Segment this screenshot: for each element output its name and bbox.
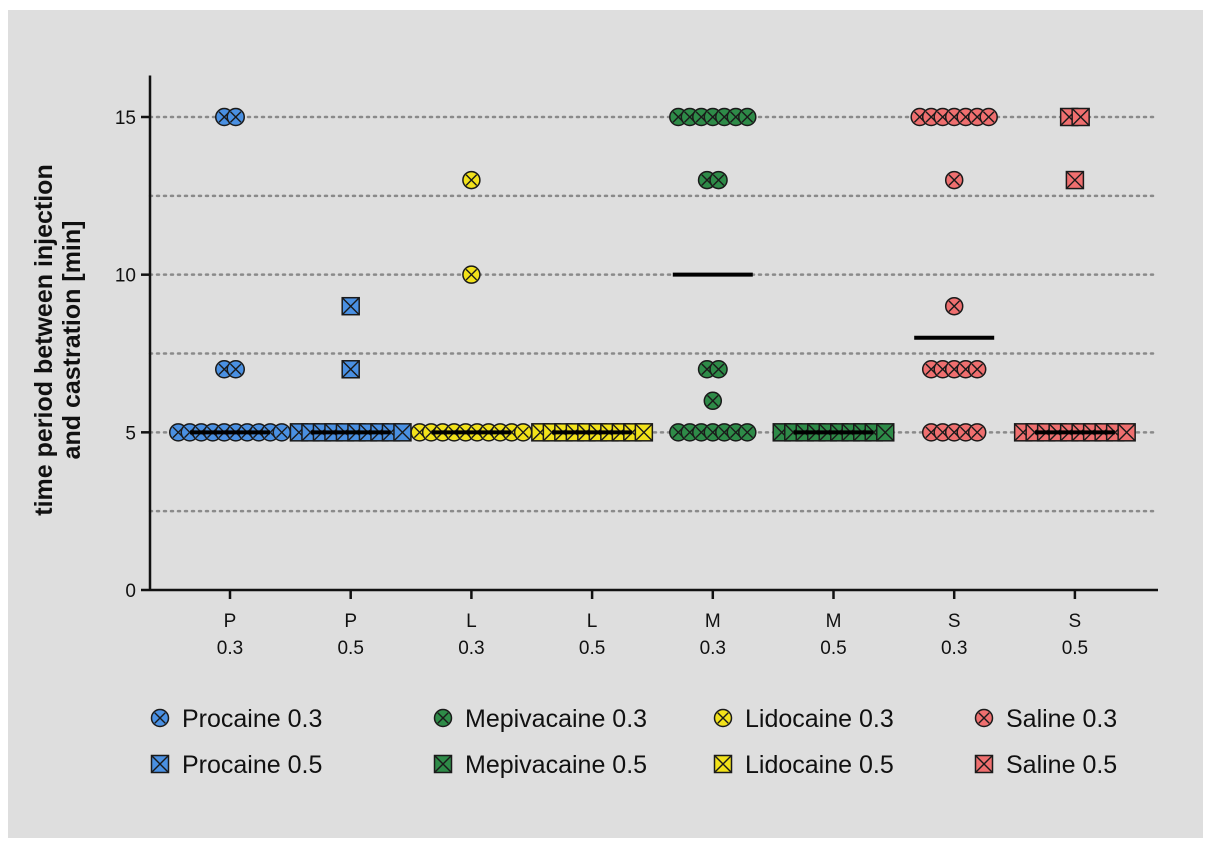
legend-item: Lidocaine 0.3: [713, 705, 894, 733]
x-tick-label-line2: 0.5: [337, 638, 363, 659]
y-tick-label: 0: [125, 581, 136, 602]
legend-item: Mepivacaine 0.3: [433, 705, 647, 733]
legend-marker: [713, 754, 733, 774]
y-axis-label-line1: time period between injection: [30, 164, 58, 515]
data-point: [944, 170, 964, 190]
data-point: [341, 296, 360, 316]
legend-marker: [433, 754, 453, 774]
legend-marker: [974, 754, 994, 774]
data-point: [272, 423, 291, 442]
data-point: [462, 265, 481, 284]
x-tick-label-line2: 0.3: [941, 638, 967, 659]
data-point: [226, 107, 245, 127]
x-tick-label-line1: M: [826, 611, 842, 632]
x-tick-label-line1: P: [224, 611, 237, 632]
data-point: [226, 360, 245, 379]
x-tick-label-line2: 0.5: [579, 638, 605, 659]
data-point: [634, 423, 654, 442]
legend-label: Lidocaine 0.5: [745, 751, 894, 779]
data-point: [944, 296, 964, 316]
y-tick-label: 5: [125, 423, 136, 444]
legend-label: Mepivacaine 0.3: [465, 705, 647, 733]
data-point: [341, 360, 360, 379]
legend-item: Saline 0.3: [974, 705, 1117, 733]
legend-label: Lidocaine 0.3: [745, 705, 894, 733]
legend-label: Procaine 0.3: [182, 705, 322, 733]
data-point: [709, 360, 728, 379]
axes: 0 5 10 15 P 0.3 P 0.5 L 0.3 L 0.5 M 0.3 M 0.5 S 0.3 S 0.5: [115, 75, 1158, 659]
x-tick-label-line2: 0.3: [217, 638, 243, 659]
x-tick-label-line1: S: [1069, 611, 1082, 632]
data-point: [513, 423, 533, 442]
data-point: [703, 391, 723, 411]
legend-marker: [433, 708, 453, 728]
x-tick-label-line1: P: [344, 611, 357, 632]
x-tick-label-line2: 0.5: [820, 638, 846, 659]
median-lines: [190, 272, 1115, 435]
legend-label: Procaine 0.5: [182, 751, 322, 779]
data-point: [738, 107, 757, 127]
y-axis-label-line2: and castration [min]: [58, 221, 86, 460]
x-tick-label-line2: 0.3: [458, 638, 484, 659]
data-point: [393, 423, 412, 442]
grid-lines: [148, 115, 1160, 513]
data-point: [1117, 423, 1136, 442]
data-point: [1065, 170, 1085, 190]
legend-marker: [150, 708, 170, 728]
legend-marker: [974, 708, 994, 728]
legend-item: Mepivacaine 0.5: [433, 751, 647, 779]
x-tick-label-line2: 0.3: [700, 638, 726, 659]
data-point: [462, 170, 481, 190]
legend-marker: [713, 708, 733, 728]
data-point: [967, 360, 987, 379]
data-point: [709, 170, 728, 190]
legend: Procaine 0.3 Mepivacaine 0.3 Lidocaine 0.3…: [150, 705, 1117, 779]
data-point: [1071, 107, 1090, 127]
legend-label: Mepivacaine 0.5: [465, 751, 647, 779]
data-point: [876, 423, 895, 442]
legend-item: Saline 0.5: [974, 751, 1117, 779]
y-tick-label: 15: [115, 108, 136, 129]
x-tick-label-line1: M: [705, 611, 721, 632]
data-point: [979, 107, 998, 127]
data-point: [738, 423, 757, 442]
x-tick-label-line2: 0.5: [1062, 638, 1088, 659]
y-tick-label: 10: [115, 266, 136, 287]
x-tick-label-line1: L: [587, 611, 598, 632]
x-tick-label-line1: S: [948, 611, 961, 632]
legend-marker: [150, 754, 170, 774]
legend-item: Procaine 0.5: [150, 751, 322, 779]
legend-label: Saline 0.3: [1006, 705, 1117, 733]
data-point: [967, 423, 987, 442]
legend-item: Procaine 0.3: [150, 705, 322, 733]
x-tick-label-line1: L: [466, 611, 477, 632]
legend-item: Lidocaine 0.5: [713, 751, 894, 779]
legend-label: Saline 0.5: [1006, 751, 1117, 779]
